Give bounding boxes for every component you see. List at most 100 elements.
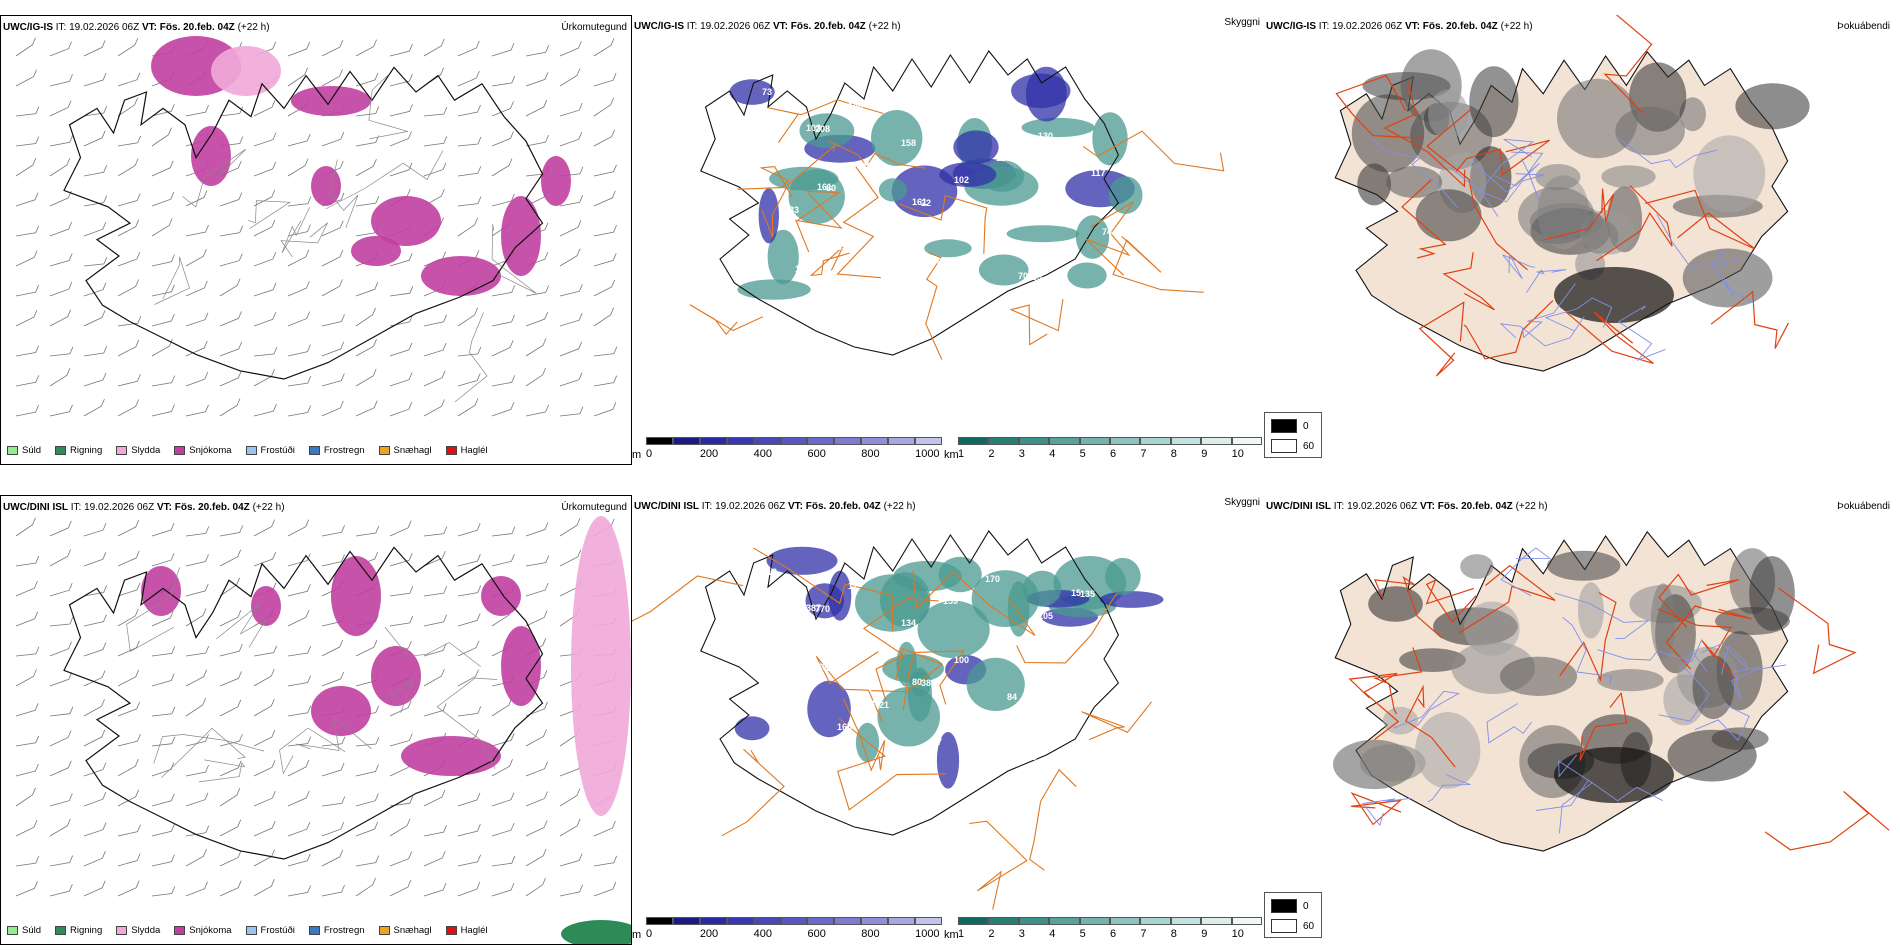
visibility-value-label: 39: [870, 699, 880, 709]
lead-time: (+22 h): [252, 502, 285, 513]
visibility-value-label: 74: [1102, 227, 1112, 237]
legend-label: Rigning: [70, 925, 103, 936]
legend-label: Haglél: [460, 925, 488, 936]
precip-kind-row1: Úrkomutegund: [561, 22, 627, 33]
colorbar-tick: 10: [1231, 928, 1244, 940]
colorbar-tick: 1: [958, 448, 965, 460]
fog-patch: [1460, 554, 1494, 579]
vt-label: VT:: [1404, 21, 1420, 32]
fog-patch: [1351, 94, 1425, 173]
legend-label: Snæhagl: [393, 445, 432, 456]
snow-area: [351, 236, 401, 266]
it-label: IT:: [1318, 21, 1330, 32]
visibility-value-label: 21: [879, 700, 889, 710]
rivers: [1368, 135, 1754, 362]
visibility-value-label: 129: [795, 744, 810, 754]
visibility-value-label: 158: [901, 138, 916, 148]
fog-legend-label: 0: [1303, 420, 1309, 432]
visibility-patch: [1007, 581, 1030, 637]
legend-label: Slydda: [131, 925, 161, 936]
visibility-value-label: 11: [848, 581, 858, 591]
snow-area: [371, 646, 421, 706]
colorbar-tick: 10: [1231, 448, 1244, 460]
fog-patch: [1597, 669, 1664, 692]
visibility-patch: [1006, 225, 1079, 243]
colorbar-unit: m: [632, 929, 642, 941]
coastline: [700, 530, 1120, 836]
fog-patch: [1463, 601, 1520, 656]
fog-legend-swatch: [1271, 419, 1297, 433]
fog-legend-swatch: [1271, 899, 1297, 913]
vis-title-row1: UWC/IG-IS IT: 19.02.2026 06Z VT: Fös. 20…: [634, 21, 901, 32]
fog-legend-row2: 0 60: [1264, 892, 1322, 938]
legend-label: Snæhagl: [393, 925, 432, 936]
model-name: UWC/IG-IS: [3, 22, 53, 33]
legend-label: Súld: [22, 925, 42, 936]
fog-legend-label: 0: [1303, 900, 1309, 912]
legend-swatch: [55, 446, 67, 455]
colorbar-tick: 8: [1170, 928, 1177, 940]
it-label: IT:: [686, 21, 698, 32]
rain-area: [561, 920, 631, 944]
colorbar-segment: [1018, 917, 1050, 925]
visibility-value-label: 104: [879, 220, 894, 230]
visibility-labels: 813 770 856 381 194 29 135 98 268 21 97 170 105 187 14…: [762, 567, 1123, 776]
visibility-value-label: 36: [890, 759, 900, 769]
colorbar-unit: km: [944, 449, 959, 461]
vt-label: VT:: [141, 22, 157, 33]
fog-legend-row: 60: [1271, 439, 1314, 453]
colorbar-segment: [1170, 437, 1202, 445]
colorbar-segment: [834, 437, 862, 445]
legend-label: Frostúði: [260, 445, 295, 456]
legend-swatch: [308, 446, 320, 455]
colorbar-segment: [1231, 917, 1262, 925]
colorbar-tick: 2: [988, 448, 995, 460]
visibility-areas: [729, 66, 1143, 300]
legend-label: Snjókoma: [189, 445, 232, 456]
legend-swatch: [55, 926, 67, 935]
fog-kind-row1: Þokuábendi: [1837, 21, 1890, 32]
colorbar-segment: [726, 437, 754, 445]
fog-patch: [1535, 164, 1581, 190]
lead-time: (+22 h): [1515, 501, 1548, 512]
fog-patch: [1601, 165, 1656, 189]
precip-kind-row2: Úrkomutegund: [561, 502, 627, 513]
legend-item-6: Snæhagl: [378, 925, 432, 936]
legend-swatch: [445, 446, 457, 455]
legend-label: Rigning: [70, 445, 103, 456]
colorbar-tick: 7: [1140, 448, 1147, 460]
colorbar-segment: [834, 917, 862, 925]
vis-panel-row1: 73 208 92 22 37 139 15 45 80 104 98 116 130 117 133 33 1…: [632, 15, 1264, 465]
visibility-value-label: 770: [815, 604, 830, 614]
coastline: [63, 546, 544, 860]
model-name: UWC/DINI ISL: [634, 501, 699, 512]
vt-value: Fös. 20.feb. 04Z: [1437, 501, 1513, 512]
visibility-value-label: 146: [1049, 670, 1064, 680]
roads: [1335, 15, 1790, 377]
colorbar-segment: [646, 917, 673, 925]
sleet-area: [571, 516, 631, 816]
colorbar-tick: 1000: [915, 448, 940, 460]
legend-swatch: [7, 446, 18, 455]
model-name: UWC/DINI ISL: [3, 502, 68, 513]
visibility-value-label: 117: [1091, 168, 1106, 178]
vis-kind-row2: Skyggni: [1224, 497, 1260, 508]
visibility-value-label: 161: [912, 197, 927, 207]
visibility-value-label: 95: [1071, 108, 1081, 118]
colorbar-tick: 9: [1201, 448, 1208, 460]
vis-title-row2: UWC/DINI ISL IT: 19.02.2026 06Z VT: Fös.…: [634, 501, 916, 512]
legend-item-6: Snæhagl: [378, 445, 432, 456]
visibility-value-label: 22: [1113, 286, 1123, 296]
roads: [689, 99, 1225, 360]
visibility-value-label: 146: [848, 101, 863, 111]
visibility-patch: [729, 79, 775, 105]
fog-patch: [1577, 582, 1604, 639]
fog-patch: [1368, 586, 1423, 622]
colorbar-segment: [646, 437, 673, 445]
legend-item-7: Haglél: [445, 925, 488, 936]
snow-area: [311, 686, 371, 736]
colorbar-tick: 400: [753, 448, 772, 460]
legend-item-5: Frostregn: [308, 925, 365, 936]
colorbar-segment: [672, 917, 700, 925]
legend-item-5: Frostregn: [308, 445, 365, 456]
